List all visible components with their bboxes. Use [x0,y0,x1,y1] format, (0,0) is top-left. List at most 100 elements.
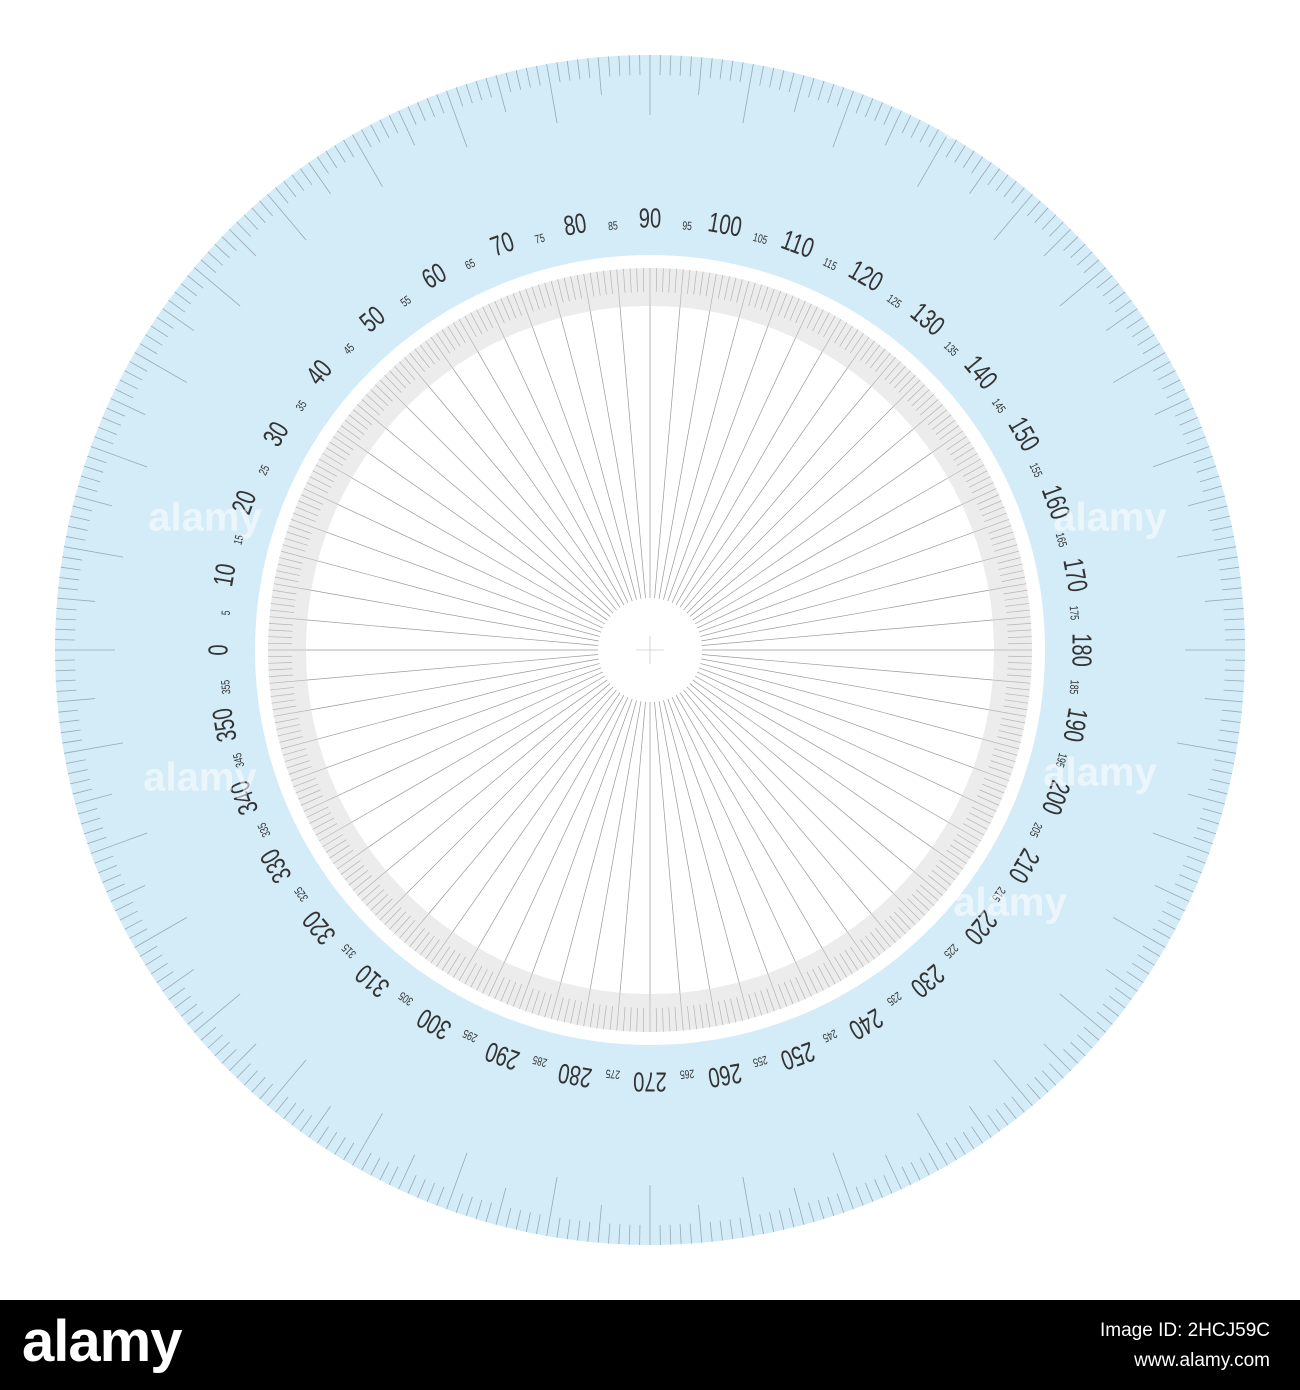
outer-tick [221,236,237,251]
inner-tick [270,693,295,697]
outer-tick [1114,299,1132,313]
outer-tick [370,1157,381,1176]
outer-tick [1182,426,1202,435]
outer-tick [495,75,507,113]
outer-tick [259,1083,274,1100]
outer-tick [883,1175,893,1194]
outer-tick [275,187,289,204]
inner-tick [738,982,750,1020]
ray [386,683,611,872]
outer-tick [778,70,785,90]
degree-label: 170 [1056,556,1092,594]
inner-tick [441,329,456,350]
inner-tick [961,795,997,812]
inner-tick [812,309,824,332]
outer-tick [962,1132,975,1150]
inner-tick [984,777,1007,788]
inner-tick [616,992,621,1031]
outer-tick [1186,436,1206,445]
inner-tick [312,817,335,830]
ray [698,532,974,633]
outer-tick [1070,1041,1086,1057]
inner-tick [705,1003,711,1028]
inner-tick [976,795,1000,806]
inner-tick [911,389,930,407]
ray [477,694,625,949]
ray [351,477,606,625]
inner-tick [1007,636,1032,638]
inner-tick [693,270,697,295]
inner-tick [609,270,613,294]
inner-tick [760,286,769,310]
inner-tick [270,609,294,613]
inner-tick [870,931,886,952]
inner-tick [935,419,956,435]
inner-tick [464,962,477,985]
inner-tick [519,290,533,327]
outer-tick [1126,971,1144,984]
outer-tick [228,228,257,257]
inner-tick [458,319,479,353]
degree-label: 180 [1066,633,1097,667]
outer-tick [1162,379,1181,390]
outer-tick [679,1224,682,1245]
outer-tick [455,87,464,107]
outer-tick [174,291,192,305]
inner-tick [1003,705,1028,711]
inner-tick [319,821,353,842]
inner-tick [436,946,451,967]
outer-tick [709,1221,713,1242]
ray [589,311,642,599]
outer-tick [1212,525,1233,531]
inner-tick [962,823,985,836]
inner-tick [550,280,562,318]
ray [428,689,617,914]
inner-tick [875,352,891,373]
degree-label: 295 [461,1026,480,1044]
ray [701,654,993,681]
inner-tick [357,870,387,896]
outer-tick [110,885,146,902]
outer-tick [379,119,390,138]
outer-tick [259,200,274,217]
inner-tick [303,488,339,505]
inner-tick [961,488,997,505]
inner-tick [276,570,300,576]
inner-tick [315,823,338,836]
outer-tick [207,1034,223,1049]
inner-tick [766,288,775,312]
ray [589,701,642,989]
inner-tick [844,950,859,971]
inner-tick [268,662,293,664]
degree-label: 75 [534,232,547,247]
inner-tick [1005,693,1030,697]
inner-tick [288,766,312,775]
inner-tick [795,976,806,1000]
outer-tick [1187,793,1225,805]
inner-tick [623,268,626,293]
outer-tick [793,1187,805,1225]
outer-tick [827,1196,835,1217]
inner-tick [748,994,756,1018]
outer-tick [267,1059,307,1107]
outer-tick [778,1210,785,1230]
outer-tick [597,57,602,96]
outer-tick [1070,243,1086,259]
outer-tick [55,618,76,621]
outer-tick [67,525,88,531]
inner-tick [268,674,293,677]
outer-tick [1077,251,1093,266]
inner-tick [717,1001,724,1026]
outer-tick [72,788,93,795]
inner-tick [834,322,848,344]
inner-tick [557,279,564,303]
ray [700,560,983,637]
inner-tick [992,616,1031,621]
outer-tick [119,910,138,921]
outer-tick [221,1049,237,1064]
outer-tick [1187,495,1225,507]
outer-tick [536,65,541,86]
outer-tick [962,150,975,168]
inner-tick [506,981,517,1005]
inner-tick [889,365,906,385]
